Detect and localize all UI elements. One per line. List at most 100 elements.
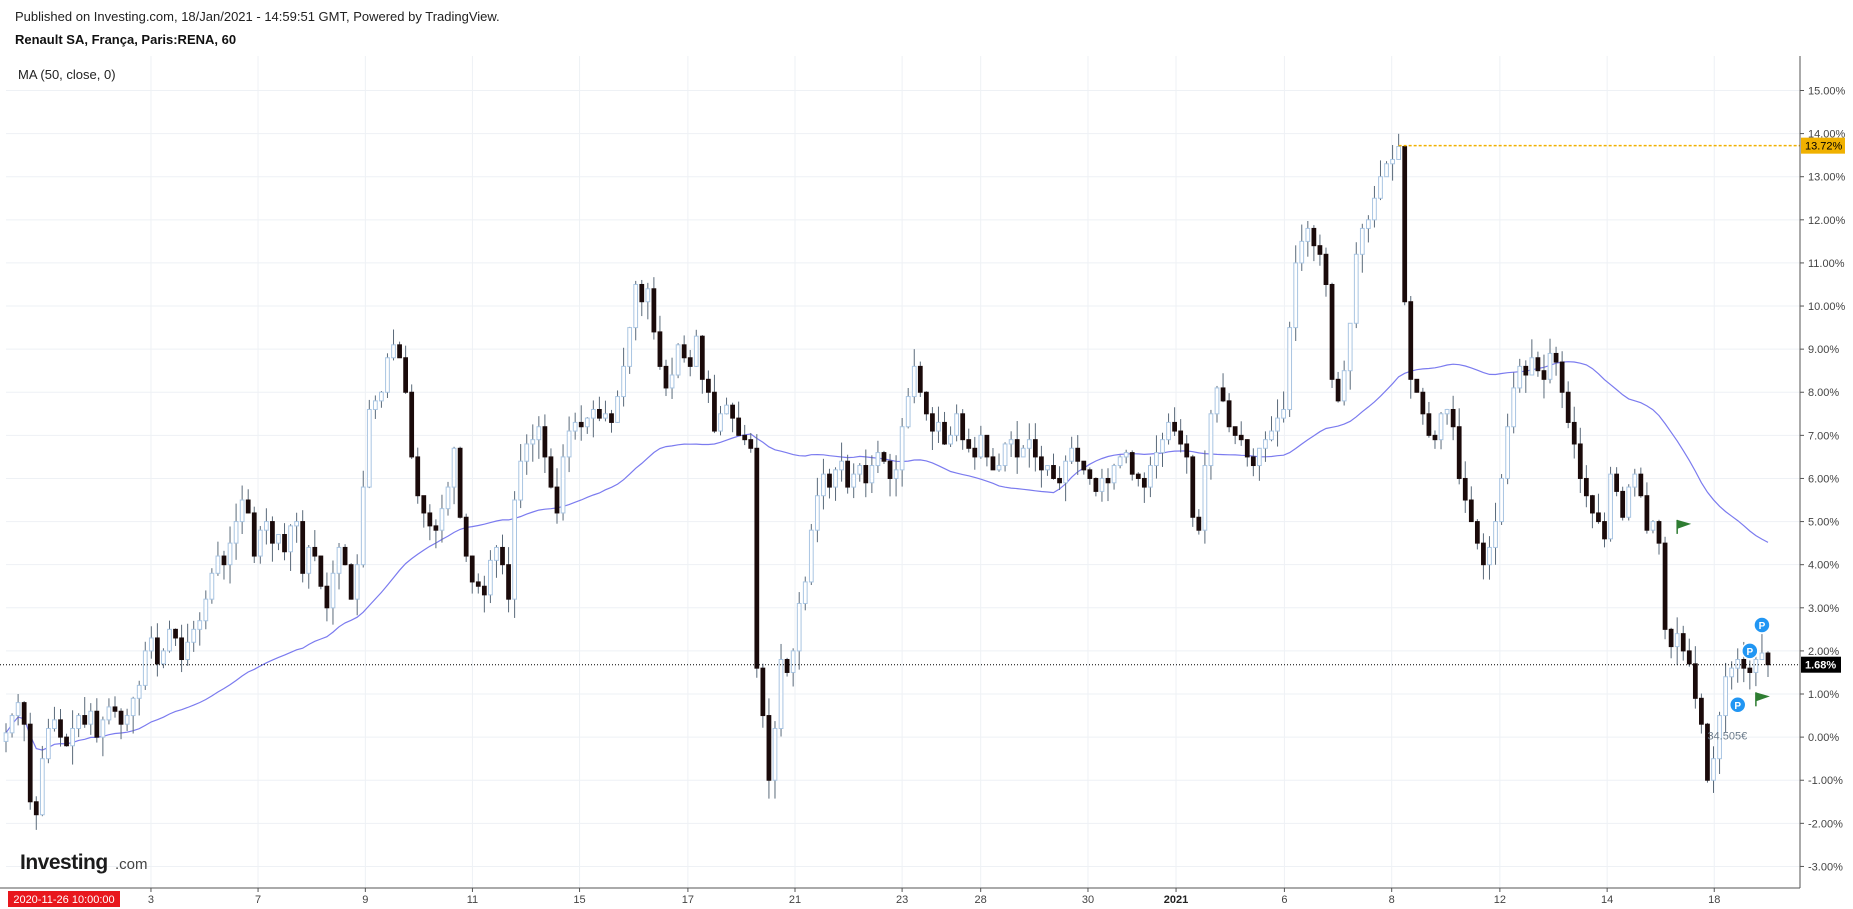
candle-up xyxy=(70,710,75,765)
candle-down xyxy=(300,510,306,583)
candle-body xyxy=(778,659,784,729)
candle-body xyxy=(457,447,463,518)
candle-down xyxy=(1190,454,1196,527)
candle-body xyxy=(1692,663,1698,699)
candle-body xyxy=(651,288,657,333)
candle-up xyxy=(1499,474,1504,525)
candle-up xyxy=(185,623,191,666)
candle-body xyxy=(954,413,960,436)
candle-body xyxy=(15,702,21,717)
candle-down xyxy=(324,572,330,622)
candle-up xyxy=(615,390,620,423)
candle-up xyxy=(675,343,681,379)
candle-up xyxy=(1275,399,1280,447)
candle-up xyxy=(1674,617,1680,666)
candle-up xyxy=(1511,372,1517,434)
candle-up xyxy=(372,395,378,419)
candle-body xyxy=(1426,413,1432,436)
candle-body xyxy=(1275,417,1280,432)
candle-body xyxy=(312,546,318,557)
candle-body xyxy=(1608,473,1613,540)
candle-body xyxy=(784,659,790,673)
candle-up xyxy=(330,560,336,625)
candle-up xyxy=(1281,391,1286,423)
start-date-tag: 2020-11-26 10:00:00 xyxy=(8,891,120,907)
candle-up xyxy=(306,545,312,589)
candle-down xyxy=(712,374,717,434)
candle-down xyxy=(1014,421,1020,474)
candle-up xyxy=(1487,536,1492,580)
candle-body xyxy=(566,430,572,458)
candle-down xyxy=(930,407,935,451)
candle-body xyxy=(1717,715,1722,760)
candle-body xyxy=(167,628,172,652)
candle-up xyxy=(1063,455,1068,502)
candle-body xyxy=(1154,452,1159,467)
candle-up xyxy=(1384,161,1389,178)
candle-up xyxy=(257,526,263,564)
candle-down xyxy=(1656,519,1662,555)
candle-up xyxy=(1717,711,1722,774)
candle-down xyxy=(597,396,602,422)
candle-down xyxy=(1196,509,1202,535)
candle-body xyxy=(1462,477,1468,501)
candle-body xyxy=(742,434,748,441)
candle-body xyxy=(693,335,699,367)
candle-down xyxy=(1051,453,1056,480)
candle-body xyxy=(403,357,409,393)
candle-body xyxy=(627,327,633,367)
candle-up xyxy=(379,391,384,408)
candle-body xyxy=(1705,723,1710,781)
candle-up xyxy=(366,399,372,489)
candle-up xyxy=(391,329,396,361)
x-tick-label: 8 xyxy=(1389,894,1395,906)
candle-body xyxy=(657,331,663,367)
candle-down xyxy=(342,544,348,566)
candle-body xyxy=(379,391,384,402)
candle-down xyxy=(245,489,251,514)
y-tick-label: 2.00% xyxy=(1808,646,1839,658)
candle-body xyxy=(996,465,1002,471)
candle-down xyxy=(1141,472,1147,503)
candle-body xyxy=(639,283,645,303)
candle-up xyxy=(191,620,197,652)
candle-body xyxy=(1069,447,1075,462)
candle-down xyxy=(1172,407,1177,437)
candle-down xyxy=(179,624,184,673)
candle-body xyxy=(263,521,269,531)
candle-body xyxy=(923,391,929,415)
candle-body xyxy=(1075,447,1081,462)
candles-layer xyxy=(3,133,1771,830)
candle-down xyxy=(1705,722,1710,783)
candle-up xyxy=(197,612,203,646)
candle-down xyxy=(1335,371,1341,403)
candle-body xyxy=(772,727,778,781)
candle-body xyxy=(1644,495,1650,531)
candle-up xyxy=(669,357,675,399)
candle-up xyxy=(100,716,106,757)
candle-down xyxy=(118,708,124,740)
candle-body xyxy=(1650,521,1656,531)
candle-down xyxy=(1317,234,1323,266)
candle-body xyxy=(1039,456,1044,471)
candle-up xyxy=(167,620,172,653)
candle-up xyxy=(857,463,863,482)
candle-body xyxy=(173,628,178,639)
candle-down xyxy=(1093,477,1099,497)
candle-up xyxy=(1287,321,1293,417)
candle-body xyxy=(161,650,166,665)
candle-body xyxy=(827,473,832,488)
candle-down xyxy=(154,623,160,677)
candle-down xyxy=(82,697,88,728)
ma-line xyxy=(5,361,1769,751)
candle-down xyxy=(1535,351,1541,377)
candle-body xyxy=(1614,473,1620,492)
candle-up xyxy=(1390,144,1395,181)
pin-circle xyxy=(1753,616,1771,634)
candle-down xyxy=(21,701,27,742)
candle-body xyxy=(1232,426,1238,436)
candle-down xyxy=(1553,346,1559,376)
candle-body xyxy=(336,546,342,574)
candle-up xyxy=(1735,648,1741,683)
